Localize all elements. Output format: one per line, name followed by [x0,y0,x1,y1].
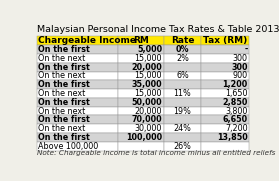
Bar [118,133,164,142]
Text: 0%: 0% [176,45,189,54]
Bar [118,124,164,133]
Text: 1,650: 1,650 [225,89,248,98]
Bar [118,89,164,98]
Bar [164,54,201,63]
Text: 11%: 11% [174,89,191,98]
Text: 900: 900 [232,71,248,80]
Text: Chargeable Income: Chargeable Income [38,36,136,45]
Bar [201,115,249,124]
Bar [201,54,249,63]
Text: On the next: On the next [38,107,86,116]
Text: Above 100,000: Above 100,000 [38,142,98,151]
Text: 13,850: 13,850 [217,133,248,142]
Text: 300: 300 [231,63,248,72]
Text: On the first: On the first [38,115,90,124]
Bar [37,80,118,89]
Text: 3,800: 3,800 [225,107,248,116]
Bar [164,45,201,54]
Bar [164,98,201,107]
Bar [118,142,164,151]
Bar [118,98,164,107]
Bar [201,107,249,115]
Text: 70,000: 70,000 [131,115,162,124]
Bar [37,107,118,115]
Bar [37,45,118,54]
Text: 2,850: 2,850 [222,98,248,107]
Text: 19%: 19% [174,107,191,116]
Bar [164,36,201,45]
Text: 15,000: 15,000 [134,54,162,63]
Bar [37,98,118,107]
Text: On the first: On the first [38,63,90,72]
Text: 15,000: 15,000 [134,71,162,80]
Bar [37,124,118,133]
Text: 100,000: 100,000 [126,133,162,142]
Bar [164,63,201,71]
Text: 7,200: 7,200 [225,124,248,133]
Text: On the first: On the first [38,45,90,54]
Bar [201,142,249,151]
Text: 6,650: 6,650 [223,115,248,124]
Text: Tax (RM): Tax (RM) [203,36,247,45]
Text: 26%: 26% [174,142,191,151]
Bar [37,133,118,142]
Bar [37,89,118,98]
Text: On the next: On the next [38,124,86,133]
Text: 15,000: 15,000 [134,89,162,98]
Text: On the next: On the next [38,54,86,63]
Bar [37,71,118,80]
Bar [164,107,201,115]
Bar [164,124,201,133]
Text: Note: Chargeable income is total income minus all entitled reliefs: Note: Chargeable income is total income … [37,150,275,156]
Text: 35,000: 35,000 [131,80,162,89]
Bar [37,54,118,63]
Text: -: - [244,45,248,54]
Bar [164,142,201,151]
Bar [164,71,201,80]
Bar [201,124,249,133]
Text: On the first: On the first [38,98,90,107]
Bar [118,54,164,63]
Text: Malaysian Personal Income Tax Rates & Table 2013:: Malaysian Personal Income Tax Rates & Ta… [37,25,279,34]
Text: 50,000: 50,000 [131,98,162,107]
Bar [164,89,201,98]
Bar [201,71,249,80]
Bar [118,45,164,54]
Text: RM: RM [133,36,149,45]
Text: Rate: Rate [171,36,194,45]
Text: 300: 300 [233,54,248,63]
Bar [201,80,249,89]
Text: On the next: On the next [38,89,86,98]
Bar [164,133,201,142]
Bar [201,36,249,45]
Bar [201,98,249,107]
Text: 20,000: 20,000 [131,63,162,72]
Bar [201,89,249,98]
Bar [37,63,118,71]
Bar [118,115,164,124]
Bar [118,80,164,89]
Bar [164,115,201,124]
Text: On the first: On the first [38,133,90,142]
Bar [201,133,249,142]
Text: 2%: 2% [176,54,189,63]
Text: On the first: On the first [38,80,90,89]
Bar [201,45,249,54]
Bar [37,142,118,151]
Bar [37,36,118,45]
Bar [118,71,164,80]
Text: 6%: 6% [176,71,189,80]
Text: On the next: On the next [38,71,86,80]
Bar [118,107,164,115]
Text: 30,000: 30,000 [135,124,162,133]
Text: 1,200: 1,200 [222,80,248,89]
Bar [164,80,201,89]
Text: 24%: 24% [174,124,191,133]
Bar [118,63,164,71]
Bar [118,36,164,45]
Text: 20,000: 20,000 [134,107,162,116]
Bar [37,115,118,124]
Bar [201,63,249,71]
Text: 5,000: 5,000 [137,45,162,54]
